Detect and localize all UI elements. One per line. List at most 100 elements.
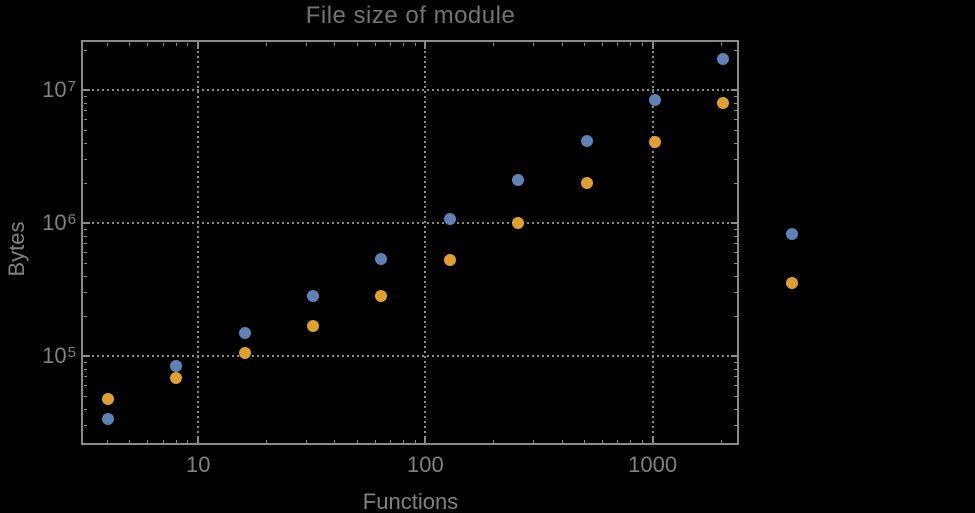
data-point-series-2-orange bbox=[238, 347, 251, 360]
tick-mark-bottom bbox=[306, 440, 308, 443]
tick-mark-left bbox=[84, 385, 87, 387]
tick-mark-left bbox=[84, 252, 87, 254]
tick-mark-bottom bbox=[162, 440, 164, 443]
tick-mark-left bbox=[84, 142, 87, 144]
gridline-horizontal bbox=[82, 89, 739, 92]
y-tick-label: 105 bbox=[42, 343, 76, 369]
tick-mark-top bbox=[334, 43, 336, 46]
data-point-series-2-orange bbox=[785, 277, 798, 290]
tick-mark-right bbox=[734, 376, 737, 378]
tick-mark-right bbox=[734, 243, 737, 245]
x-tick-label: 1000 bbox=[628, 452, 678, 477]
y-axis-label: Bytes bbox=[4, 221, 29, 277]
tick-mark-top bbox=[356, 43, 358, 46]
tick-mark-bottom bbox=[175, 440, 177, 443]
tick-mark-bottom bbox=[334, 440, 336, 443]
tick-mark-left bbox=[84, 235, 87, 237]
tick-mark-bottom bbox=[583, 440, 585, 443]
tick-mark-left bbox=[84, 361, 87, 363]
tick-mark-left bbox=[84, 243, 87, 245]
tick-mark-bottom bbox=[389, 440, 391, 443]
tick-mark-left bbox=[84, 292, 87, 294]
tick-mark-bottom bbox=[374, 440, 376, 443]
tick-mark-bottom bbox=[561, 440, 563, 443]
tick-mark-right bbox=[734, 159, 737, 161]
data-point-series-1-blue bbox=[306, 290, 319, 303]
tick-mark-left bbox=[84, 315, 87, 317]
data-point-series-2-orange bbox=[101, 392, 114, 405]
tick-mark-right bbox=[731, 222, 737, 225]
x-tick-label: 100 bbox=[407, 452, 444, 477]
tick-mark-right bbox=[734, 102, 737, 104]
tick-mark-left bbox=[84, 89, 90, 92]
tick-mark-top bbox=[197, 43, 200, 49]
tick-mark-left bbox=[84, 376, 87, 378]
gridline-horizontal bbox=[82, 222, 739, 225]
tick-mark-top bbox=[493, 43, 495, 46]
data-point-series-1-blue bbox=[443, 213, 456, 226]
tick-mark-right bbox=[734, 119, 737, 121]
tick-mark-bottom bbox=[651, 437, 654, 443]
tick-mark-bottom bbox=[630, 440, 632, 443]
tick-mark-left bbox=[84, 129, 87, 131]
tick-mark-bottom bbox=[720, 440, 722, 443]
tick-mark-top bbox=[129, 43, 131, 46]
tick-mark-bottom bbox=[197, 437, 200, 443]
tick-mark-bottom bbox=[424, 437, 427, 443]
tick-mark-bottom bbox=[147, 440, 149, 443]
tick-mark-bottom bbox=[601, 440, 603, 443]
tick-mark-left bbox=[84, 262, 87, 264]
tick-mark-top bbox=[601, 43, 603, 46]
tick-mark-bottom bbox=[402, 440, 404, 443]
tick-mark-top bbox=[424, 43, 427, 49]
gridline-horizontal bbox=[82, 355, 739, 358]
y-tick-label: 107 bbox=[42, 77, 76, 103]
tick-mark-left bbox=[84, 395, 87, 397]
y-tick-label: 106 bbox=[42, 210, 76, 236]
tick-mark-right bbox=[734, 262, 737, 264]
tick-mark-left bbox=[84, 182, 87, 184]
gridline-vertical bbox=[651, 41, 654, 445]
tick-mark-top bbox=[389, 43, 391, 46]
tick-mark-top bbox=[533, 43, 535, 46]
data-point-series-2-orange bbox=[375, 290, 388, 303]
plot-frame bbox=[81, 40, 739, 445]
tick-mark-right bbox=[734, 235, 737, 237]
tick-mark-bottom bbox=[356, 440, 358, 443]
tick-mark-top bbox=[175, 43, 177, 46]
tick-mark-left bbox=[84, 119, 87, 121]
chart-title: File size of module bbox=[305, 2, 516, 29]
tick-mark-right bbox=[734, 408, 737, 410]
data-point-series-2-orange bbox=[648, 136, 661, 149]
data-point-series-1-blue bbox=[580, 135, 593, 148]
data-point-series-2-orange bbox=[717, 97, 730, 110]
data-point-series-1-blue bbox=[170, 360, 183, 373]
tick-mark-right bbox=[734, 252, 737, 254]
tick-mark-top bbox=[187, 43, 189, 46]
tick-mark-right bbox=[734, 142, 737, 144]
tick-mark-right bbox=[734, 292, 737, 294]
gridline-vertical bbox=[424, 41, 427, 445]
tick-mark-top bbox=[630, 43, 632, 46]
tick-mark-bottom bbox=[493, 440, 495, 443]
tick-mark-top bbox=[720, 43, 722, 46]
gridline-vertical bbox=[197, 41, 200, 445]
tick-mark-left bbox=[84, 368, 87, 370]
tick-mark-top bbox=[306, 43, 308, 46]
tick-mark-right bbox=[734, 129, 737, 131]
tick-mark-bottom bbox=[187, 440, 189, 443]
tick-mark-right bbox=[734, 228, 737, 230]
tick-mark-right bbox=[734, 395, 737, 397]
tick-mark-left bbox=[84, 49, 87, 51]
data-point-series-1-blue bbox=[648, 94, 661, 107]
tick-mark-top bbox=[641, 43, 643, 46]
tick-mark-left bbox=[84, 222, 90, 225]
tick-mark-bottom bbox=[616, 440, 618, 443]
tick-mark-right bbox=[734, 315, 737, 317]
tick-mark-top bbox=[107, 43, 109, 46]
tick-mark-top bbox=[583, 43, 585, 46]
data-point-series-1-blue bbox=[101, 412, 114, 425]
data-point-series-2-orange bbox=[443, 253, 456, 266]
tick-mark-right bbox=[734, 182, 737, 184]
tick-mark-bottom bbox=[129, 440, 131, 443]
